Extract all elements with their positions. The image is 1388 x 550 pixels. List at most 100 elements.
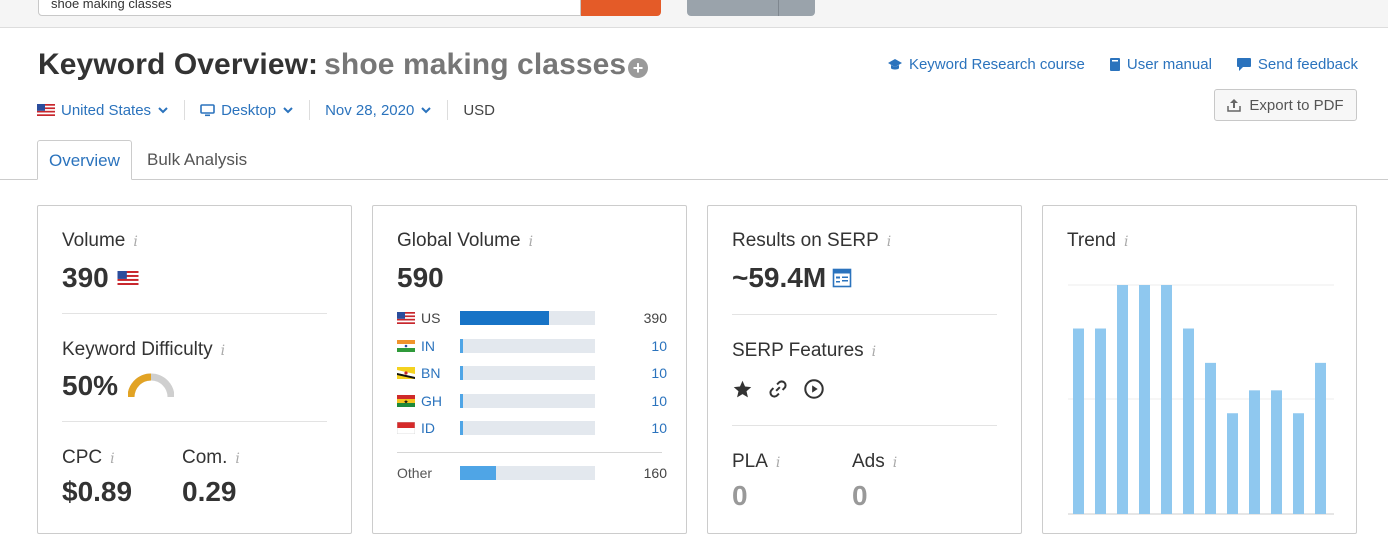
card-divider xyxy=(732,425,997,426)
search-field[interactable] xyxy=(38,0,581,16)
com-value: 0.29 xyxy=(182,476,237,507)
ads-title-text: Ads xyxy=(852,451,885,472)
country-bar-fill xyxy=(460,421,463,435)
trend-bar[interactable] xyxy=(1293,413,1304,514)
pla-title-text: PLA xyxy=(732,451,768,472)
serp-features-title: SERP Features i xyxy=(732,340,876,362)
trend-bar[interactable] xyxy=(1271,390,1282,514)
gh-flag-icon xyxy=(397,394,415,407)
trend-bar[interactable] xyxy=(1095,328,1106,514)
trend-bar[interactable] xyxy=(1161,285,1172,514)
tabs-divider xyxy=(0,179,1388,180)
user-manual-link[interactable]: User manual xyxy=(1109,56,1212,73)
add-keyword-icon[interactable]: + xyxy=(628,58,648,78)
pla-title: PLA i xyxy=(732,451,780,473)
trend-bar[interactable] xyxy=(1249,390,1260,514)
header-links: Keyword Research course User manual Send… xyxy=(887,56,1358,73)
country-label: United States xyxy=(61,101,152,119)
card-divider xyxy=(732,314,997,315)
ads-title: Ads i xyxy=(852,451,897,473)
serp-snapshot-icon[interactable] xyxy=(832,268,852,288)
tab-bulk-analysis[interactable]: Bulk Analysis xyxy=(147,150,248,169)
link-icon[interactable] xyxy=(767,378,789,400)
volume-value-row: 390 xyxy=(62,262,139,294)
info-icon[interactable]: i xyxy=(235,451,240,467)
serp-features-icons xyxy=(732,378,825,400)
trend-title-text: Trend xyxy=(1067,230,1116,251)
export-pdf-button[interactable]: Export to PDF xyxy=(1214,89,1357,121)
course-link-label: Keyword Research course xyxy=(908,56,1085,73)
country-selector[interactable]: United States xyxy=(37,102,169,119)
info-icon[interactable]: i xyxy=(528,234,534,250)
filter-divider xyxy=(184,100,186,120)
country-value: 10 xyxy=(651,392,667,409)
graduation-cap-icon xyxy=(887,58,902,69)
trend-card: Trend i xyxy=(1042,205,1357,534)
trend-bar[interactable] xyxy=(1315,362,1326,514)
currency-label: USD xyxy=(463,101,495,119)
card-divider xyxy=(62,421,327,422)
in-flag-icon xyxy=(397,339,415,352)
cpc-value: $0.89 xyxy=(62,476,133,507)
country-value: 10 xyxy=(651,420,667,436)
info-icon[interactable]: i xyxy=(775,455,781,471)
country-row-bn[interactable]: BN 10 xyxy=(397,364,667,382)
kd-gauge xyxy=(128,373,175,398)
com-title: Com. i xyxy=(182,447,240,469)
country-bar xyxy=(460,421,595,435)
search-input[interactable] xyxy=(39,0,580,15)
info-icon[interactable]: i xyxy=(1123,234,1129,250)
serp-card: Results on SERP i ~59.4M SERP Features i P… xyxy=(707,205,1022,534)
button-divider xyxy=(778,0,779,16)
play-icon[interactable] xyxy=(803,378,825,400)
book-icon xyxy=(1109,58,1120,71)
date-selector[interactable]: Nov 28, 2020 xyxy=(325,102,432,119)
database-button[interactable] xyxy=(687,0,815,16)
send-feedback-link[interactable]: Send feedback xyxy=(1236,56,1358,73)
trend-bar[interactable] xyxy=(1117,285,1128,514)
trend-bar[interactable] xyxy=(1139,285,1150,514)
trend-bar[interactable] xyxy=(1183,328,1194,514)
country-bar xyxy=(460,338,595,353)
country-row-in[interactable]: IN 10 xyxy=(397,337,667,355)
country-row-gh[interactable]: GH 10 xyxy=(397,392,667,410)
us-flag-icon xyxy=(37,104,55,116)
device-selector[interactable]: Desktop xyxy=(200,102,294,119)
country-value: 390 xyxy=(643,310,667,326)
trend-bar[interactable] xyxy=(1205,362,1216,514)
country-code: US xyxy=(421,310,441,326)
info-icon[interactable]: i xyxy=(871,344,877,360)
info-icon[interactable]: i xyxy=(892,455,898,471)
trend-bar[interactable] xyxy=(1227,413,1238,514)
kd-title-text: Keyword Difficulty xyxy=(62,339,213,360)
trend-bar[interactable] xyxy=(1073,328,1084,514)
search-button[interactable] xyxy=(581,0,661,16)
country-row-id[interactable]: ID 10 xyxy=(397,419,667,437)
trend-chart xyxy=(1068,284,1334,515)
us-flag-icon xyxy=(117,271,139,285)
date-label: Nov 28, 2020 xyxy=(325,101,415,119)
card-divider xyxy=(397,452,662,453)
volume-card: Volume i 390 Keyword Difficulty i 50% CPC i… xyxy=(37,205,352,534)
serp-results-row: ~59.4M xyxy=(732,262,852,294)
other-row: Other 160 xyxy=(397,464,667,482)
country-code: GH xyxy=(421,392,442,409)
serp-title-text: Results on SERP xyxy=(732,230,879,251)
tab-overview[interactable]: Overview xyxy=(37,140,132,180)
info-icon[interactable]: i xyxy=(220,343,226,359)
country-row-us[interactable]: US 390 xyxy=(397,309,667,327)
info-icon[interactable]: i xyxy=(110,451,115,467)
star-icon[interactable] xyxy=(732,379,753,400)
keyword-research-course-link[interactable]: Keyword Research course xyxy=(887,56,1085,73)
info-icon[interactable]: i xyxy=(133,234,138,250)
manual-link-label: User manual xyxy=(1126,56,1212,73)
country-bar xyxy=(460,366,595,380)
global-volume-value: 590 xyxy=(397,262,444,293)
card-divider xyxy=(62,313,327,314)
info-icon[interactable]: i xyxy=(886,234,892,250)
country-code: BN xyxy=(421,365,441,381)
country-bar-fill xyxy=(460,366,463,380)
trend-title: Trend i xyxy=(1067,230,1128,252)
volume-title-text: Volume xyxy=(62,230,126,251)
global-title-text: Global Volume xyxy=(397,230,521,251)
